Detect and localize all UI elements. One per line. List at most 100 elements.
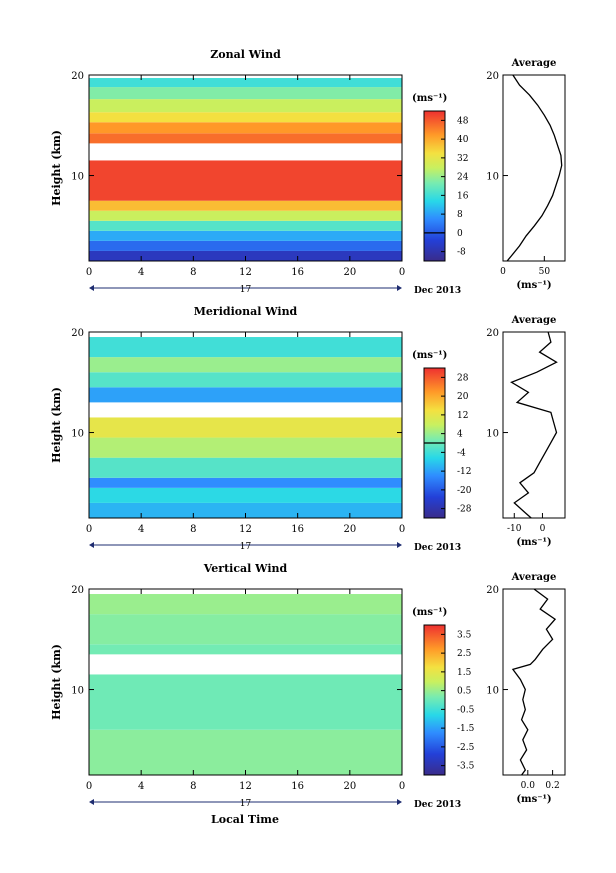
average-ytick-label: 20 [486, 71, 499, 82]
day-arrow-left [89, 799, 94, 805]
heatmap-band-11 [89, 87, 402, 100]
heatmap-band-7 [89, 133, 402, 144]
heatmap-band-1 [89, 487, 402, 503]
xtick-label: 20 [343, 267, 356, 278]
colorbar-tick-label: 2.5 [457, 649, 472, 659]
ytick-label: 10 [71, 686, 84, 697]
heatmap-band-1 [89, 240, 402, 251]
heatmap-band-10 [89, 99, 402, 113]
xtick-label: 8 [190, 524, 196, 535]
heatmap-band-4 [89, 437, 402, 458]
colorbar-tick-label: 0.5 [457, 687, 472, 697]
day-arrow-right [397, 542, 402, 548]
heatmap-band-9 [89, 112, 402, 123]
average-profile-line [510, 331, 558, 519]
colorbar-tick-label: 0 [457, 229, 463, 239]
heatmap-band-4 [89, 594, 402, 615]
average-xtick-label: 0.2 [545, 781, 559, 791]
day-arrow-left [89, 542, 94, 548]
heatmap-band-5 [89, 417, 402, 438]
average-xtick-label: 0 [500, 267, 506, 277]
colorbar-tick-label: 3.5 [457, 630, 472, 640]
average-ytick-label: 10 [486, 172, 499, 183]
panel-2: Vertical Wind 10 20 Height (km) 0 4 8 12 16 20 0 17… [50, 562, 566, 810]
average-frame [502, 74, 566, 262]
colorbar-tick-label: -12 [457, 467, 472, 477]
ylabel: Height (km) [50, 644, 63, 720]
average-xtick-label: 0 [540, 524, 546, 534]
heatmap-band-3 [89, 457, 402, 478]
heatmap-band-5 [89, 200, 402, 211]
heatmap-band-0 [89, 502, 402, 518]
colorbar-tick-label: 20 [457, 392, 469, 402]
xtick-label: 0 [399, 524, 405, 535]
xtick-label: 0 [399, 267, 405, 278]
colorbar-unit: (ms⁻¹) [412, 350, 447, 361]
average-xlabel: (ms⁻¹) [516, 537, 551, 548]
colorbar-tick-label: -28 [457, 505, 472, 515]
heatmap-band-9 [89, 337, 402, 358]
day-arrow-left [89, 285, 94, 291]
average-ytick-label: 20 [486, 328, 499, 339]
ytick-label: 20 [71, 71, 84, 82]
date-label: Dec 2013 [414, 800, 461, 810]
colorbar-tick-label: -0.5 [457, 705, 475, 715]
heatmap-band-4 [89, 210, 402, 221]
day-arrow-right [397, 285, 402, 291]
average-profile-line [511, 588, 557, 776]
average-xlabel: (ms⁻¹) [516, 794, 551, 805]
heatmap-band-0 [89, 729, 402, 775]
heatmap-band-6 [89, 160, 402, 201]
heatmap-band-6 [89, 387, 402, 403]
average-profile-line [506, 74, 563, 262]
colorbar-tick-label: -1.5 [457, 724, 475, 734]
xtick-label: 12 [239, 781, 252, 792]
average-title: Average [511, 572, 557, 583]
heatmap-band-3 [89, 220, 402, 231]
colorbar-tick-label: 8 [457, 210, 463, 220]
colorbar-tick-label: 24 [457, 173, 469, 183]
panel-title: Zonal Wind [210, 48, 281, 61]
average-ytick-label: 20 [486, 585, 499, 596]
xtick-label: 4 [138, 781, 144, 792]
xtick-label: 20 [343, 781, 356, 792]
colorbar-tick-label: 48 [457, 116, 469, 126]
xtick-label: 0 [399, 781, 405, 792]
heatmap-band-8 [89, 122, 402, 134]
date-label: Dec 2013 [414, 286, 461, 296]
average-ytick-label: 10 [486, 429, 499, 440]
xtick-label: 12 [239, 524, 252, 535]
average-frame [502, 331, 566, 519]
colorbar-tick-label: 12 [457, 411, 468, 421]
ylabel: Height (km) [50, 387, 63, 463]
colorbar-tick-label: 16 [457, 191, 469, 201]
heatmap-band-1 [89, 674, 402, 730]
colorbar [423, 624, 446, 776]
heatmap-band-2 [89, 230, 402, 241]
ytick-label: 20 [71, 328, 84, 339]
colorbar [423, 110, 446, 262]
ytick-label: 20 [71, 585, 84, 596]
heatmap-band-7 [89, 372, 402, 388]
panel-1: Meridional Wind 10 20 Height (km) 0 4 8 12 16 20 0… [50, 305, 566, 553]
colorbar-unit: (ms⁻¹) [412, 93, 447, 104]
heatmap-band-2 [89, 477, 402, 488]
average-title: Average [511, 315, 557, 326]
date-label: Dec 2013 [414, 543, 461, 553]
panel-title: Vertical Wind [203, 562, 288, 575]
average-ytick-label: 10 [486, 686, 499, 697]
xtick-label: 4 [138, 524, 144, 535]
colorbar-tick-label: 32 [457, 154, 468, 164]
colorbar-tick-label: 4 [457, 430, 463, 440]
day-label: 17 [240, 542, 252, 552]
ytick-label: 10 [71, 172, 84, 183]
colorbar-tick-label: -8 [457, 248, 466, 258]
xtick-label: 0 [86, 267, 92, 278]
average-title: Average [511, 58, 557, 69]
heatmap-band-0 [89, 250, 402, 261]
day-arrow-right [397, 799, 402, 805]
heatmap-band-2 [89, 644, 402, 655]
heatmap-band-12 [89, 78, 402, 88]
day-label: 17 [240, 285, 252, 295]
